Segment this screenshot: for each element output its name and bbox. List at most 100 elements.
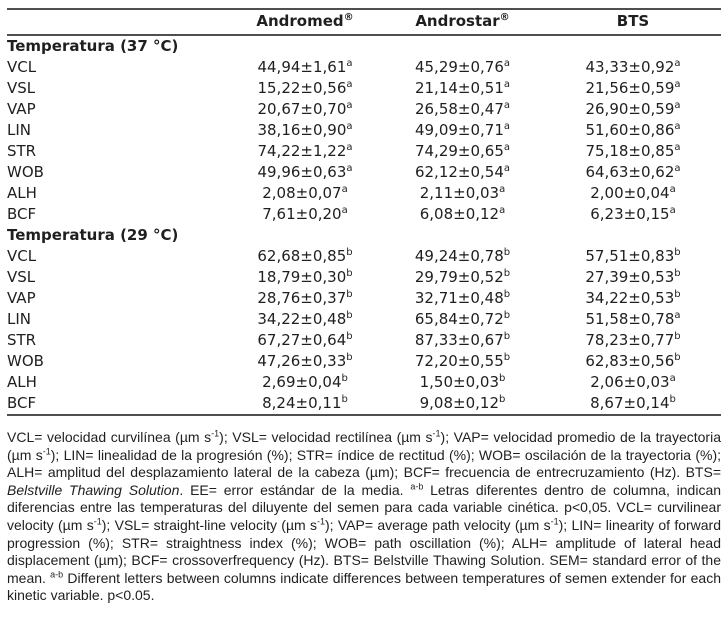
value-cell: 2,08±0,07a (262, 184, 348, 202)
value-cell: 65,84±0,72b (414, 310, 511, 328)
value-cell: 18,79±0,30b (257, 268, 353, 286)
row-label: VCL (7, 58, 37, 76)
value-cell: 34,22±0,53b (585, 289, 681, 307)
value-cell: 62,12±0,54a (414, 163, 511, 181)
value-cell: 78,23±0,77b (585, 331, 681, 349)
section-title: Temperatura (37 °C) (7, 37, 179, 55)
row-label: LIN (7, 121, 32, 139)
value-cell: 8,67±0,14b (590, 394, 676, 412)
footnote-superscript: -1 (93, 516, 102, 527)
row-label: ALH (7, 184, 37, 202)
significance-superscript: a (669, 205, 676, 216)
value-cell: 44,94±1,61a (257, 58, 353, 76)
value-cell: 62,83±0,56b (585, 352, 681, 370)
significance-superscript: a (674, 100, 681, 111)
table-row: LIN 38,16±0,90a 49,09±0,71a 51,60±0,86a (7, 120, 721, 141)
table-row: WOB 49,96±0,63a 62,12±0,54a 64,63±0,62a (7, 162, 721, 183)
value-cell: 7,61±0,20a (262, 205, 348, 223)
value-cell: 26,58±0,47a (414, 100, 511, 118)
significance-superscript: b (346, 310, 353, 321)
column-header-bts: BTS (545, 9, 721, 36)
significance-superscript: b (341, 394, 348, 405)
row-label: BCF (7, 394, 37, 412)
significance-superscript: b (503, 268, 511, 279)
significance-superscript: b (346, 268, 353, 279)
registered-trademark-symbol: ® (343, 12, 354, 23)
table-header-row: Andromed® Androstar® BTS (7, 9, 721, 36)
value-cell: 45,29±0,76a (414, 58, 511, 76)
significance-superscript: a (674, 121, 681, 132)
significance-superscript: a (674, 310, 681, 321)
significance-superscript: b (341, 373, 348, 384)
table-row: BCF 8,24±0,11b 9,08±0,12b 8,67±0,14b (7, 393, 721, 415)
row-label: VCL (7, 247, 37, 265)
significance-superscript: b (503, 310, 511, 321)
row-label: VAP (7, 100, 36, 118)
table-row: ALH 2,08±0,07a 2,11±0,03a 2,00±0,04a (7, 183, 721, 204)
table-row: VAP 20,67±0,70a 26,58±0,47a 26,90±0,59a (7, 99, 721, 120)
significance-superscript: b (499, 394, 506, 405)
footnote-segment: ); VAP= average path velocity (µm s (325, 516, 551, 533)
significance-superscript: b (346, 331, 353, 342)
value-cell: 38,16±0,90a (257, 121, 353, 139)
value-cell: 47,26±0,33b (257, 352, 353, 370)
value-cell: 49,09±0,71a (414, 121, 511, 139)
table-row: VSL 18,79±0,30b 29,79±0,52b 27,39±0,53b (7, 267, 721, 288)
significance-superscript: a (674, 58, 681, 69)
row-label: LIN (7, 310, 32, 328)
value-cell: 28,76±0,37b (257, 289, 353, 307)
section-header-row: Temperatura (37 °C) (7, 35, 721, 57)
row-label: WOB (7, 352, 44, 370)
significance-superscript: b (674, 289, 681, 300)
significance-superscript: b (346, 247, 353, 258)
significance-superscript: a (503, 58, 511, 69)
table-row: WOB 47,26±0,33b 72,20±0,55b 62,83±0,56b (7, 351, 721, 372)
significance-superscript: a (346, 58, 353, 69)
value-cell: 43,33±0,92a (585, 58, 681, 76)
significance-superscript: a (346, 121, 353, 132)
footnote-segment: . EE= error estándar de la media. (179, 481, 411, 498)
footnote-segment: VCL= velocidad curvilínea (µm s (7, 429, 212, 445)
table-row: VCL 44,94±1,61a 45,29±0,76a 43,33±0,92a (7, 57, 721, 78)
value-cell: 9,08±0,12b (419, 394, 506, 412)
footnote-segment: ); LIN= linearity of forward progression… (7, 516, 722, 586)
footnote-segment: ); VAP= velocidad promedio de la trayect… (7, 429, 721, 463)
value-cell: 26,90±0,59a (585, 100, 681, 118)
significance-superscript: a (503, 142, 511, 153)
significance-superscript: b (346, 289, 353, 300)
value-cell: 57,51±0,83b (585, 247, 681, 265)
value-cell: 6,08±0,12a (419, 205, 506, 223)
significance-superscript: a (674, 79, 681, 90)
value-cell: 87,33±0,67b (414, 331, 511, 349)
value-cell: 74,22±1,22a (257, 142, 353, 160)
row-label: VSL (7, 79, 36, 97)
footnote-segment: Different letters between columns indica… (7, 569, 721, 604)
footnote-superscript: a-b (410, 481, 424, 492)
value-cell: 2,11±0,03a (419, 184, 506, 202)
significance-superscript: a (669, 184, 676, 195)
row-label: WOB (7, 163, 44, 181)
value-cell: 20,67±0,70a (257, 100, 353, 118)
value-cell: 67,27±0,64b (257, 331, 353, 349)
significance-superscript: a (503, 79, 511, 90)
footnote-superscript: -1 (432, 428, 441, 439)
registered-trademark-symbol: ® (499, 12, 510, 23)
row-label: BCF (7, 205, 37, 223)
significance-superscript: a (669, 373, 676, 384)
significance-superscript: b (346, 352, 353, 363)
significance-superscript: b (499, 373, 506, 384)
table-row: STR 67,27±0,64b 87,33±0,67b 78,23±0,77b (7, 330, 721, 351)
value-cell: 49,24±0,78b (414, 247, 511, 265)
significance-superscript: b (674, 268, 681, 279)
row-label: VAP (7, 289, 36, 307)
significance-superscript: b (674, 352, 681, 363)
value-cell: 2,69±0,04b (262, 373, 348, 391)
column-header-androstar: Androstar® (380, 9, 545, 36)
value-cell: 15,22±0,56a (257, 79, 353, 97)
significance-superscript: a (499, 205, 506, 216)
section-header-row: Temperatura (29 °C) (7, 225, 721, 246)
significance-superscript: a (503, 121, 511, 132)
section-title: Temperatura (29 °C) (7, 226, 179, 244)
value-cell: 27,39±0,53b (585, 268, 681, 286)
table-row: VAP 28,76±0,37b 32,71±0,48b 34,22±0,53b (7, 288, 721, 309)
